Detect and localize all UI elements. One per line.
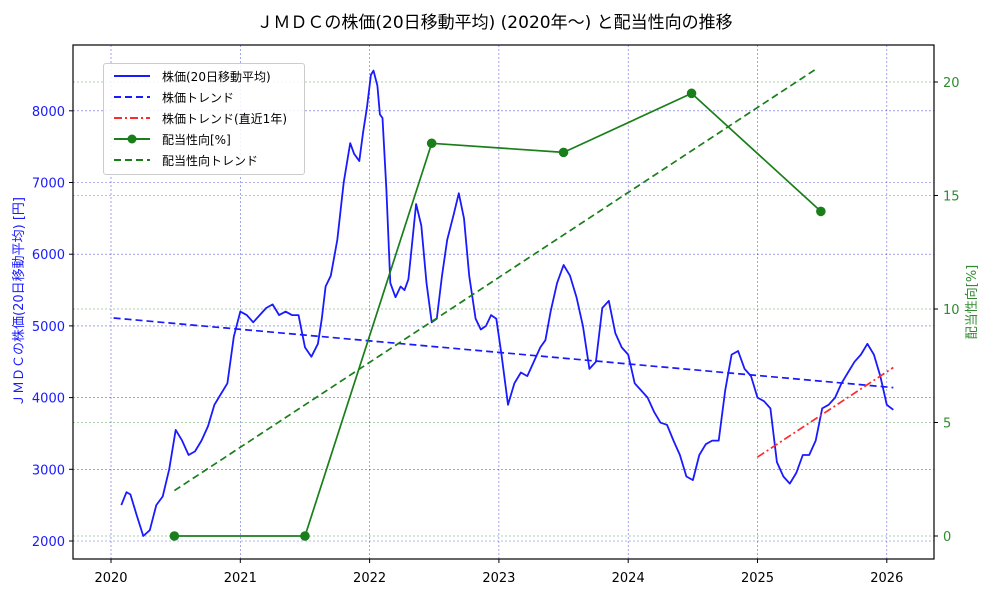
y-left-tick-label: 8000 bbox=[32, 105, 65, 120]
y-axis-left-label: ＪＭＤＣの株価(20日移動平均) [円] bbox=[12, 197, 27, 407]
y-left-tick-label: 2000 bbox=[32, 535, 65, 550]
x-tick-label: 2024 bbox=[612, 571, 645, 586]
data-point-marker bbox=[686, 88, 697, 99]
x-tick-label: 2020 bbox=[94, 571, 127, 586]
y-left-tick-label: 7000 bbox=[32, 177, 65, 192]
data-point-marker bbox=[816, 206, 826, 217]
data-point-marker bbox=[300, 531, 310, 541]
data-point-marker bbox=[426, 138, 437, 149]
dashed-line-swatch-icon bbox=[114, 159, 150, 161]
grid-lines bbox=[73, 45, 934, 559]
y-left-tick-label: 5000 bbox=[32, 320, 65, 335]
y-right-tick-label: 5 bbox=[943, 417, 951, 432]
series-line-3 bbox=[174, 92, 822, 537]
chart-legend: 株価(20日移動平均) 株価トレンド 株価トレンド(直近1年) 配当性向[%] … bbox=[103, 63, 305, 175]
series-line-4 bbox=[173, 67, 818, 492]
x-tick-label: 2021 bbox=[224, 571, 257, 586]
series-line-0 bbox=[120, 69, 894, 537]
legend-item-stock-trend: 株価トレンド bbox=[112, 87, 234, 107]
x-tick-label: 2023 bbox=[482, 571, 515, 586]
solid-line-swatch-icon bbox=[114, 75, 150, 77]
dashdot-line-swatch-icon bbox=[114, 117, 150, 119]
y-left-tick-label: 3000 bbox=[32, 463, 65, 478]
legend-item-stock-price: 株価(20日移動平均) bbox=[112, 66, 271, 86]
series-line-2 bbox=[757, 366, 894, 458]
legend-label: 株価トレンド bbox=[162, 90, 235, 105]
legend-item-payout-ratio: 配当性向[%] bbox=[112, 129, 231, 149]
x-tick-label: 2026 bbox=[870, 571, 903, 586]
y-left-tick-label: 6000 bbox=[32, 248, 65, 263]
y-axis-right-label: 配当性向[%] bbox=[964, 265, 980, 340]
chart-title: ＪＭＤＣの株価(20日移動平均) (2020年〜) と配当性向の推移 bbox=[256, 13, 733, 33]
x-tick-label: 2025 bbox=[741, 571, 774, 586]
series-layer bbox=[113, 67, 894, 541]
data-point-marker bbox=[169, 531, 180, 541]
legend-label: 配当性向[%] bbox=[162, 132, 231, 147]
legend-label: 株価トレンド(直近1年) bbox=[162, 111, 287, 126]
line-marker-swatch-icon bbox=[114, 134, 150, 144]
legend-item-stock-trend-1y: 株価トレンド(直近1年) bbox=[112, 108, 287, 128]
dashed-line-swatch-icon bbox=[114, 96, 150, 98]
tick-labels: 2020 2021 2022 2023 2024 2025 2026 2000 3000 4000… bbox=[32, 76, 960, 586]
x-tick-label: 2022 bbox=[353, 571, 386, 586]
y-left-tick-label: 4000 bbox=[32, 392, 65, 407]
axes-frame bbox=[72, 44, 935, 560]
y-right-tick-label: 0 bbox=[943, 530, 951, 545]
series-line-1 bbox=[113, 317, 894, 389]
legend-label: 配当性向トレンド bbox=[162, 153, 259, 168]
y-right-tick-label: 10 bbox=[943, 303, 960, 318]
legend-item-payout-trend: 配当性向トレンド bbox=[112, 150, 258, 170]
y-right-tick-label: 20 bbox=[943, 76, 960, 91]
legend-label: 株価(20日移動平均) bbox=[162, 69, 271, 84]
data-point-marker bbox=[558, 147, 569, 158]
y-right-tick-label: 15 bbox=[943, 190, 960, 205]
